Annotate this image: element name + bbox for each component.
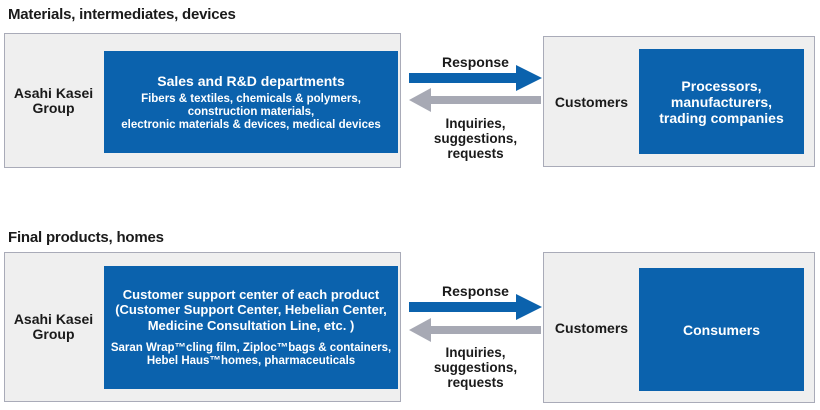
inquiries-arrow — [431, 96, 541, 104]
dept-line: Hebel Haus™homes, pharmaceuticals — [146, 355, 356, 367]
inquiries-line: suggestions, — [433, 131, 518, 146]
response-label: Response — [442, 283, 509, 299]
inquiries-line: Inquiries, — [445, 116, 506, 131]
processors-box: Processors, manufacturers, trading compa… — [639, 49, 804, 154]
dept-subtitle-line: (Customer Support Center, Hebelian Cente… — [115, 302, 387, 317]
response-label: Response — [442, 54, 509, 70]
dept-subtitle-line: Medicine Consultation Line, etc. ) — [147, 317, 355, 333]
consumers-box: Consumers — [639, 268, 804, 391]
customers-panel-bottom: Customers Consumers — [543, 252, 815, 403]
customers-panel-top: Customers Processors, manufacturers, tra… — [543, 36, 815, 167]
section-heading-materials: Materials, intermediates, devices — [8, 6, 236, 23]
dept-title: Customer support center of each product — [122, 287, 380, 302]
inquiries-label: Inquiries, suggestions, requests — [402, 116, 549, 161]
partner-line: Processors, — [681, 77, 762, 94]
inquiries-line: Inquiries, — [445, 345, 506, 360]
customers-label: Customers — [554, 319, 629, 336]
partner-line: trading companies — [659, 109, 784, 126]
inquiries-line: requests — [447, 375, 504, 390]
group-label: Asahi Kasei Group — [13, 84, 94, 116]
response-arrow — [409, 302, 516, 312]
response-arrow — [409, 73, 516, 83]
inquiries-arrowhead-icon — [409, 88, 431, 112]
inquiries-arrow — [431, 326, 541, 334]
inquiries-line: suggestions, — [433, 360, 518, 375]
dept-line: Saran Wrap™cling film, Ziploc™bags & con… — [110, 342, 392, 354]
partner-line: Consumers — [682, 321, 761, 338]
asahi-kasei-group-panel-bottom: Asahi Kasei Group Customer support cente… — [4, 252, 401, 402]
group-label: Asahi Kasei Group — [13, 311, 94, 342]
dept-line: electronic materials & devices, medical … — [121, 118, 381, 131]
customers-label: Customers — [554, 93, 629, 110]
dept-line: Fibers & textiles, chemicals & polymers, — [141, 92, 361, 105]
asahi-kasei-group-panel-top: Asahi Kasei Group Sales and R&D departme… — [4, 33, 401, 168]
response-arrowhead-icon — [516, 294, 542, 320]
customer-support-center-box: Customer support center of each product … — [104, 266, 398, 389]
inquiries-arrowhead-icon — [409, 318, 431, 342]
dept-line: construction materials, — [187, 105, 315, 118]
inquiries-label: Inquiries, suggestions, requests — [402, 345, 549, 390]
dept-title: Sales and R&D departments — [157, 72, 345, 89]
section-heading-final-products: Final products, homes — [8, 229, 164, 246]
response-arrowhead-icon — [516, 65, 542, 91]
inquiries-line: requests — [447, 146, 504, 161]
partner-line: manufacturers, — [670, 93, 773, 110]
sales-rd-departments-box: Sales and R&D departments Fibers & texti… — [104, 51, 398, 153]
